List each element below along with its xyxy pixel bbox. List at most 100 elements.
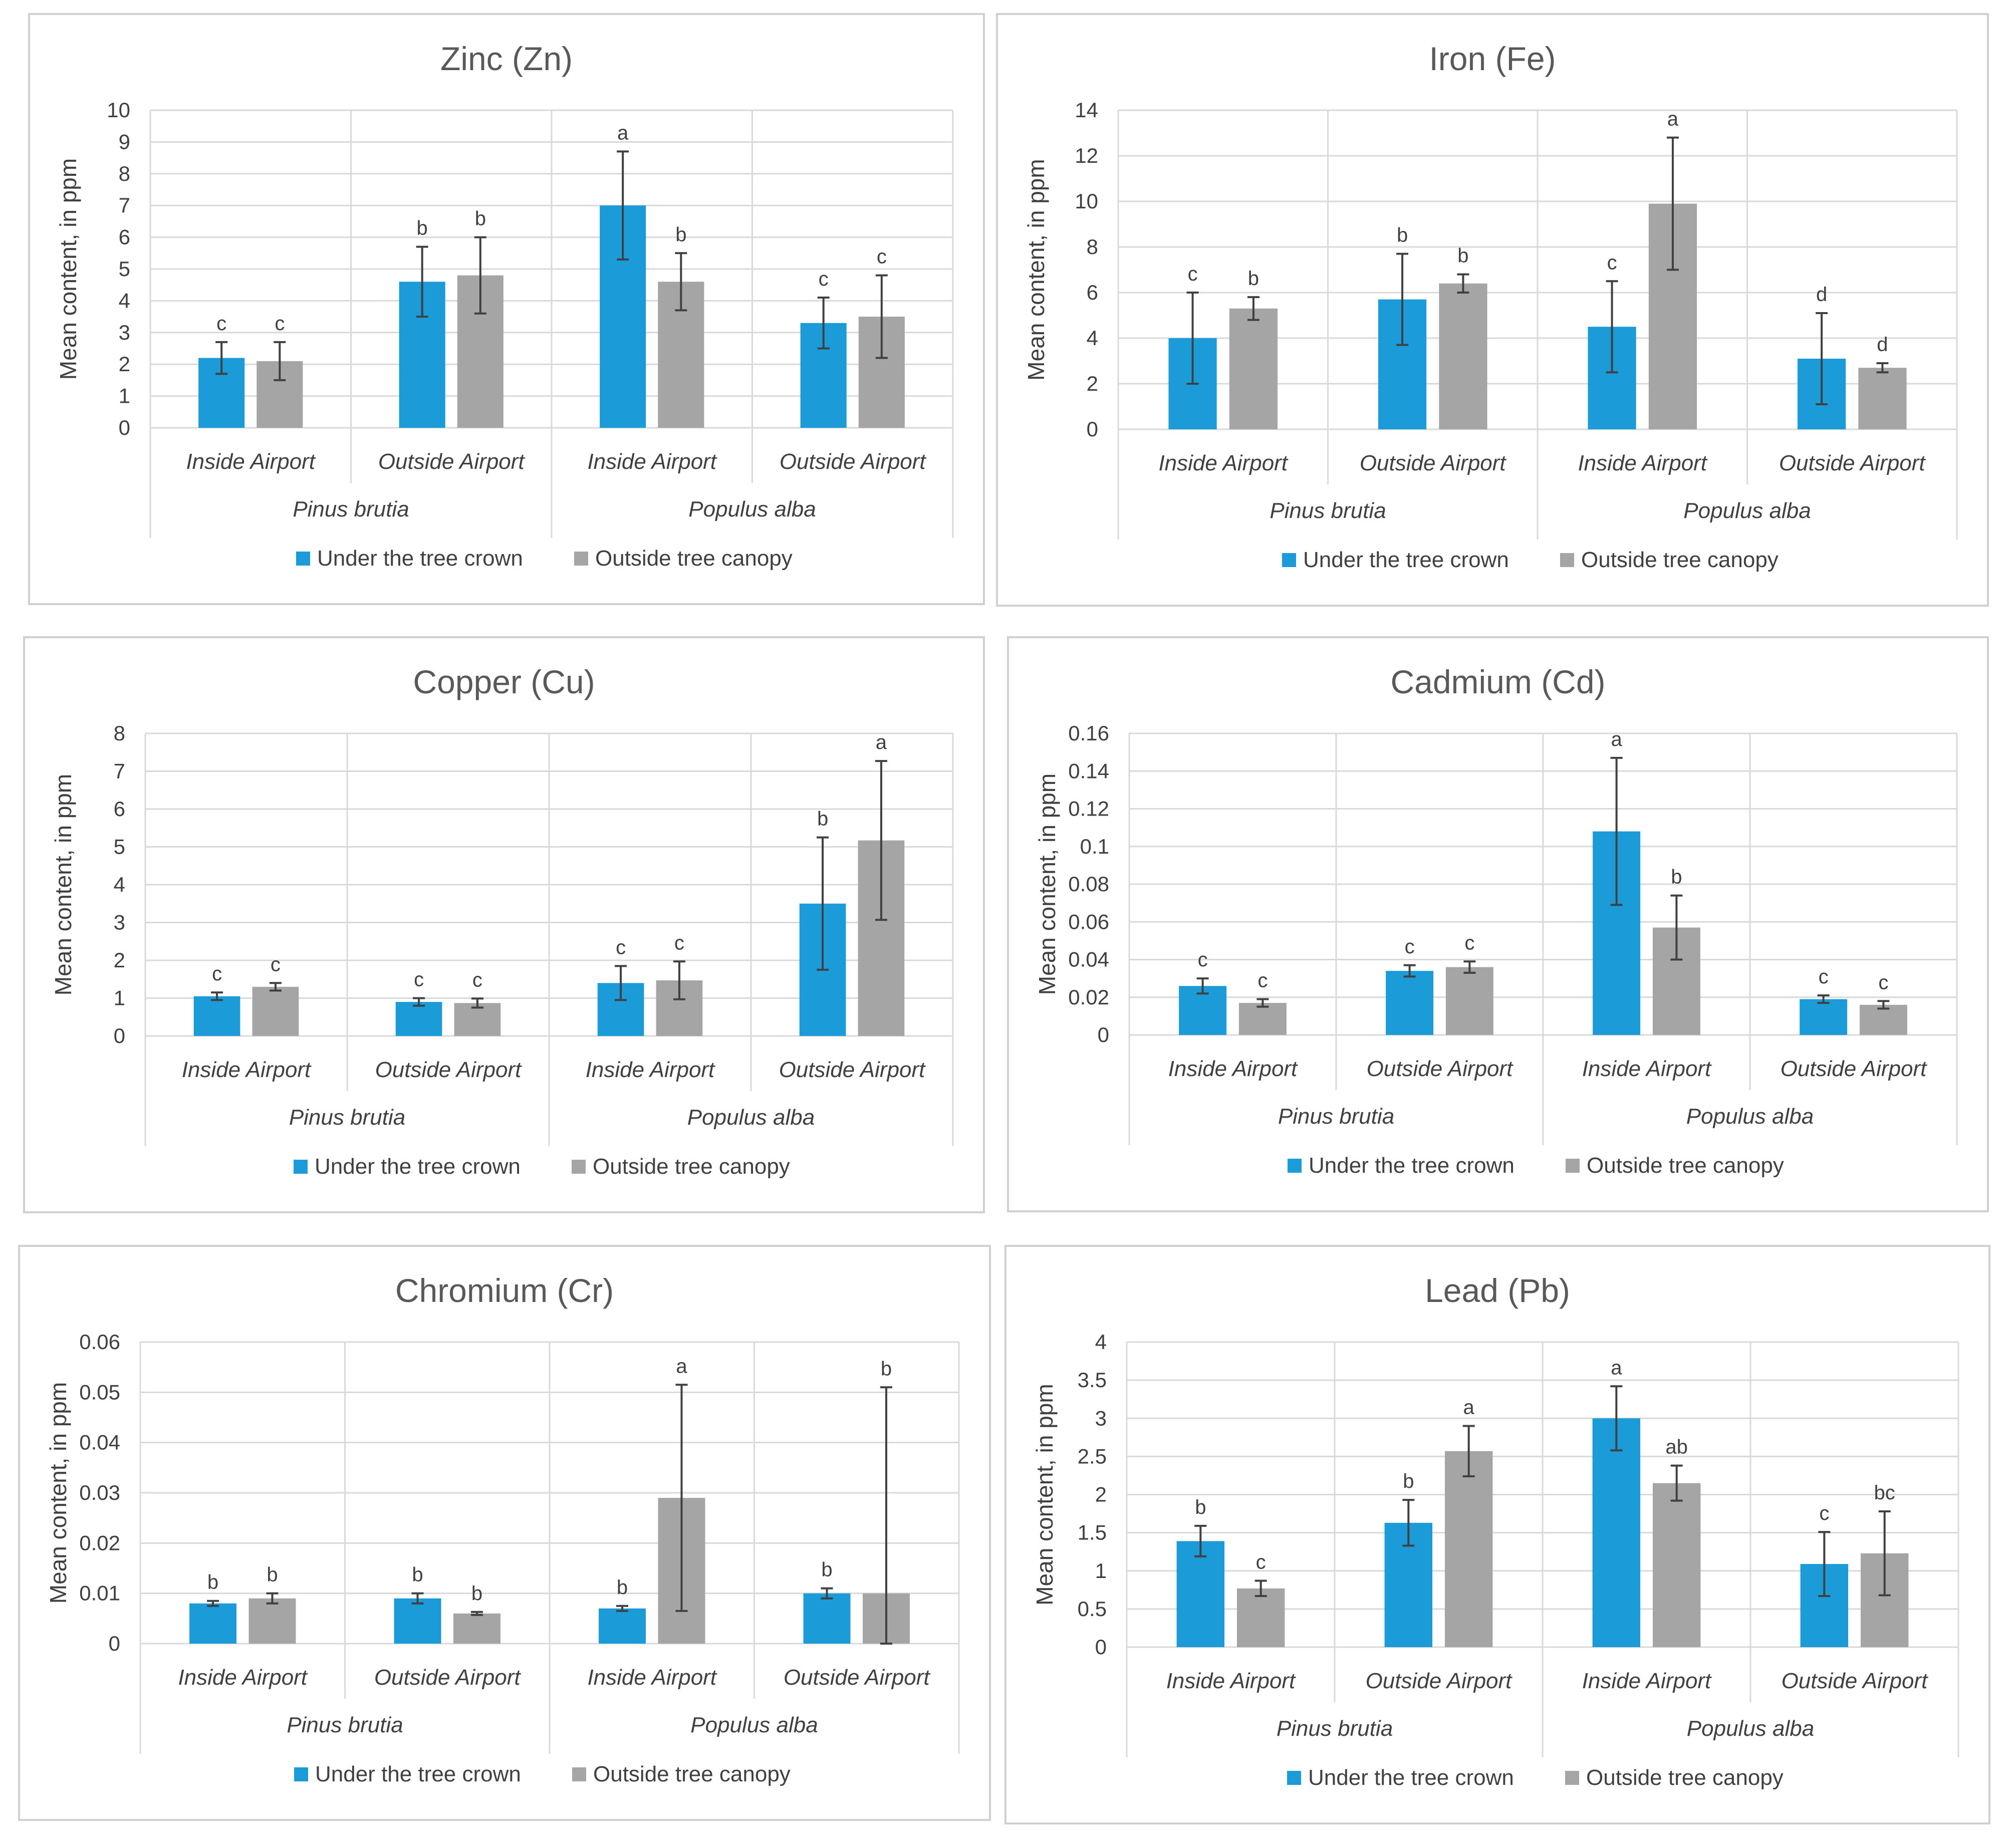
significance-letter: b bbox=[475, 208, 486, 230]
legend-swatch-under bbox=[296, 552, 310, 566]
y-tick-label: 6 bbox=[1087, 281, 1098, 304]
significance-letter: d bbox=[1877, 334, 1888, 356]
significance-letter: c bbox=[1405, 936, 1415, 958]
significance-letter: b bbox=[1403, 1470, 1414, 1492]
y-tick-label: 5 bbox=[114, 835, 125, 859]
bar-outside bbox=[248, 1598, 296, 1644]
y-tick-label: 0.08 bbox=[1068, 872, 1109, 896]
legend-swatch-outside bbox=[1565, 1771, 1579, 1785]
significance-letter: c bbox=[1188, 263, 1198, 285]
category-label: Outside Airport bbox=[1367, 1057, 1514, 1081]
legend-swatch-outside bbox=[574, 552, 588, 566]
bar-outside bbox=[1444, 1451, 1493, 1647]
significance-letter: b bbox=[267, 1564, 278, 1586]
y-tick-label: 0.03 bbox=[79, 1481, 120, 1504]
significance-letter: c bbox=[819, 268, 829, 290]
y-axis-title: Mean content, in ppm bbox=[55, 158, 81, 380]
y-tick-label: 0.04 bbox=[79, 1431, 120, 1454]
y-tick-label: 0.06 bbox=[1068, 910, 1109, 933]
significance-letter: c bbox=[275, 313, 285, 335]
significance-letter: a bbox=[1611, 728, 1622, 750]
y-tick-label: 7 bbox=[114, 759, 125, 783]
y-tick-label: 0 bbox=[1095, 1635, 1107, 1659]
y-tick-label: 0.02 bbox=[79, 1531, 120, 1554]
significance-letter: a bbox=[876, 731, 887, 753]
significance-letter: c bbox=[674, 932, 684, 954]
category-label: Outside Airport bbox=[780, 449, 927, 474]
legend-swatch-outside bbox=[1560, 553, 1574, 567]
y-tick-label: 1.5 bbox=[1078, 1521, 1107, 1544]
group-label: Pinus brutia bbox=[1277, 1716, 1393, 1741]
significance-letter: c bbox=[414, 969, 424, 991]
significance-letter: c bbox=[472, 969, 482, 991]
significance-letter: a bbox=[676, 1355, 687, 1377]
y-tick-label: 8 bbox=[114, 721, 125, 745]
cadmium-chart-panel: Cadmium (Cd) 0 0.02 0.04 0.06 0.08 0.1 0.12 0.14… bbox=[1007, 636, 1989, 1212]
significance-letter: d bbox=[1816, 284, 1827, 306]
group-label: Populus alba bbox=[687, 1105, 815, 1130]
bar-under bbox=[1386, 971, 1434, 1035]
iron-chart-panel: Iron (Fe) 0 2 4 6 8 10 12 14 Mean content, in ppm… bbox=[996, 13, 1989, 607]
y-tick-label: 0.16 bbox=[1068, 721, 1109, 745]
significance-letter: c bbox=[616, 936, 626, 958]
significance-letter: b bbox=[821, 1559, 832, 1581]
significance-letter: b bbox=[617, 1576, 628, 1599]
y-tick-label: 2 bbox=[1087, 372, 1098, 395]
y-tick-label: 1 bbox=[114, 986, 125, 1010]
legend-label-under: Under the tree crown bbox=[1309, 1153, 1515, 1178]
category-label: Inside Airport bbox=[1168, 1057, 1298, 1081]
bar-under bbox=[599, 1608, 646, 1644]
chart-svg: Lead (Pb) 0 0.5 1 1.5 2 2.5 3 3.5 4 Mean content, … bbox=[1032, 1272, 1959, 1790]
significance-letter: bc bbox=[1874, 1482, 1895, 1504]
y-tick-label: 10 bbox=[107, 98, 130, 122]
significance-letter: ab bbox=[1665, 1436, 1688, 1458]
group-label: Pinus brutia bbox=[287, 1713, 403, 1737]
bar-under bbox=[189, 1603, 236, 1644]
significance-letter: c bbox=[212, 963, 222, 985]
zinc-chart-panel: Zinc (Zn) 0 1 2 3 4 5 6 7 8 9 10 Mean content, in pp… bbox=[28, 13, 985, 605]
significance-letter: b bbox=[1248, 268, 1259, 290]
legend-label-under: Under the tree crown bbox=[317, 546, 523, 571]
bar-outside bbox=[1236, 1588, 1285, 1647]
y-tick-label: 2 bbox=[114, 948, 125, 972]
y-tick-label: 8 bbox=[1087, 235, 1098, 258]
legend-label-under: Under the tree crown bbox=[1303, 548, 1509, 572]
y-tick-label: 3 bbox=[119, 321, 130, 344]
category-label: Outside Airport bbox=[1360, 451, 1507, 475]
y-tick-label: 4 bbox=[119, 289, 130, 312]
y-tick-label: 2 bbox=[1095, 1483, 1107, 1506]
bar-outside bbox=[1439, 283, 1487, 429]
group-label: Populus alba bbox=[690, 1713, 818, 1737]
legend-swatch-under bbox=[1287, 1771, 1301, 1785]
significance-letter: b bbox=[817, 808, 828, 830]
group-label: Pinus brutia bbox=[1270, 498, 1386, 523]
significance-letter: c bbox=[1819, 1502, 1829, 1524]
legend-label-outside: Outside tree canopy bbox=[593, 1762, 791, 1786]
legend-swatch-under bbox=[1282, 553, 1296, 567]
y-tick-label: 12 bbox=[1075, 144, 1098, 167]
significance-letter: b bbox=[412, 1564, 423, 1586]
chart-title: Iron (Fe) bbox=[1429, 40, 1556, 77]
bar-under bbox=[1592, 1418, 1641, 1647]
y-tick-label: 7 bbox=[119, 193, 130, 217]
bar-outside bbox=[1229, 308, 1278, 429]
category-label: Outside Airport bbox=[1782, 1669, 1929, 1693]
legend-label-under: Under the tree crown bbox=[315, 1154, 521, 1179]
y-tick-label: 3.5 bbox=[1078, 1368, 1107, 1392]
y-tick-label: 1 bbox=[1095, 1559, 1107, 1583]
y-axis-title: Mean content, in ppm bbox=[1034, 773, 1060, 995]
bar-under bbox=[395, 1002, 442, 1036]
y-tick-label: 5 bbox=[119, 257, 130, 281]
significance-letter: a bbox=[1667, 108, 1679, 130]
category-label: Outside Airport bbox=[1366, 1669, 1513, 1693]
legend-swatch-outside bbox=[572, 1160, 586, 1174]
category-label: Inside Airport bbox=[1582, 1057, 1712, 1081]
bar-under bbox=[803, 1593, 851, 1644]
bar-outside bbox=[1238, 1003, 1287, 1035]
significance-letter: b bbox=[1671, 866, 1682, 888]
bar-under bbox=[193, 996, 240, 1036]
chart-svg: Cadmium (Cd) 0 0.02 0.04 0.06 0.08 0.1 0.12 0.14… bbox=[1034, 663, 1958, 1178]
group-label: Populus alba bbox=[1686, 1104, 1814, 1129]
significance-letter: c bbox=[877, 246, 887, 268]
significance-letter: c bbox=[1464, 932, 1474, 954]
